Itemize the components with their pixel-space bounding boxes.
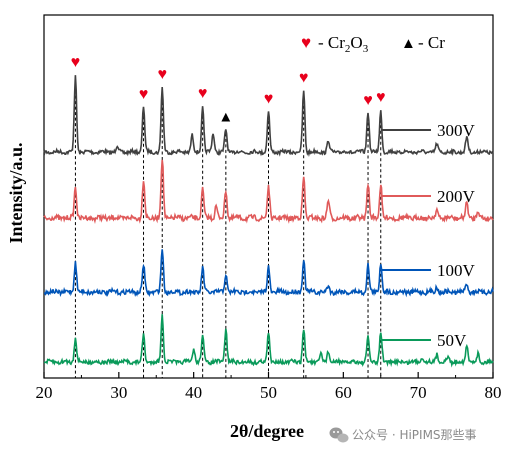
- peak-marker-cr2o3: ♥: [198, 85, 208, 102]
- legend-label-cr2o3-mid: O: [350, 33, 362, 52]
- x-tick-label: 40: [185, 383, 202, 402]
- series-label-200v: 200V: [437, 187, 476, 206]
- series-line-50v: [43, 314, 494, 368]
- watermark-text: 公众号 · HiPIMS那些事: [352, 428, 477, 442]
- x-axis: 20 30 40 50 60 70 80: [36, 372, 502, 402]
- watermark: 公众号 · HiPIMS那些事: [329, 427, 477, 443]
- peak-marker-cr2o3: ♥: [299, 70, 309, 87]
- x-tick-label: 80: [485, 383, 502, 402]
- peak-marker-cr2o3: ♥: [157, 66, 167, 83]
- peak-marker-cr: ▲: [218, 109, 233, 125]
- legend: ♥ - Cr2O3 ▲ - Cr: [301, 33, 445, 55]
- x-tick-label: 70: [410, 383, 427, 402]
- legend-label-cr2o3: - Cr2O3: [318, 33, 369, 55]
- legend-label-cr2o3-sub1: 2: [345, 43, 351, 55]
- x-tick-label: 30: [110, 383, 127, 402]
- series-label-50v: 50V: [437, 331, 467, 350]
- peak-marker-cr2o3: ♥: [71, 54, 81, 71]
- legend-symbol-cr2o3: ♥: [301, 33, 311, 52]
- series-line-300v: [43, 75, 494, 158]
- series-line-100v: [44, 249, 494, 298]
- legend-label-cr2o3-sub2: 3: [363, 43, 369, 55]
- x-tick-label: 60: [335, 383, 352, 402]
- peak-markers: ♥♥♥♥▲♥♥♥ ♥: [71, 54, 386, 125]
- y-axis-label: Intensity/a.u.: [6, 142, 26, 243]
- peak-marker-cr2o3: ♥: [376, 89, 386, 106]
- wechat-icon: [329, 427, 349, 443]
- series-group: 300V 200V 100V 50V: [43, 75, 494, 368]
- peak-marker-cr2o3: ♥: [139, 86, 149, 103]
- series-label-300v: 300V: [437, 121, 476, 140]
- x-tick-label: 50: [260, 383, 277, 402]
- peak-marker-cr2o3: ♥: [264, 90, 274, 107]
- x-axis-label: 2θ/degree: [230, 421, 304, 441]
- peak-marker-cr2o3: ♥: [363, 92, 373, 109]
- legend-symbol-cr: ▲: [401, 36, 416, 52]
- legend-label-cr2o3-prefix: - Cr: [318, 33, 345, 52]
- legend-label-cr: - Cr: [418, 33, 445, 52]
- series-label-100v: 100V: [437, 261, 476, 280]
- series-line-200v: [43, 159, 494, 224]
- x-tick-label: 20: [36, 383, 53, 402]
